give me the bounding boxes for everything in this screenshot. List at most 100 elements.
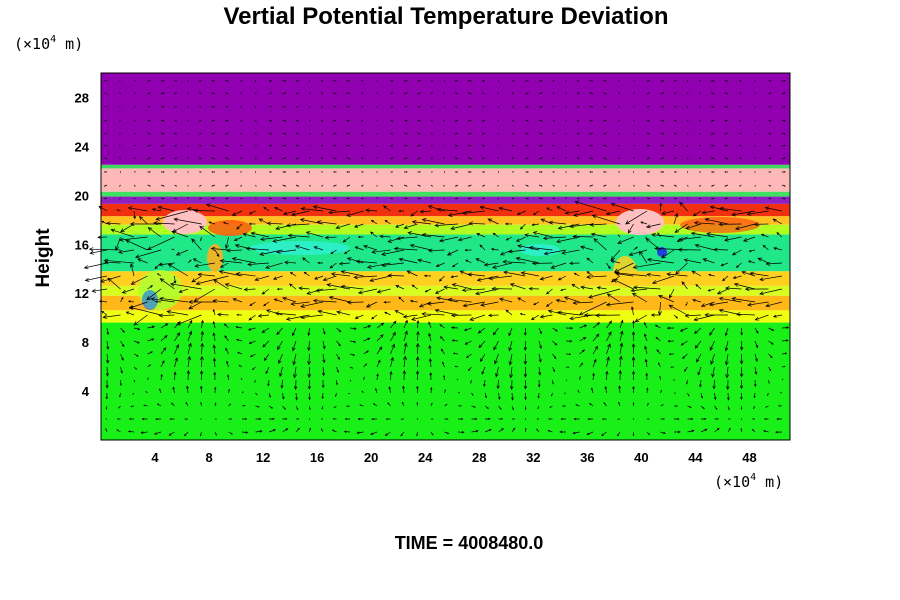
- velocity-vector: [282, 184, 287, 187]
- velocity-vector: [454, 119, 459, 122]
- velocity-vector: [491, 286, 513, 291]
- velocity-vector: [478, 340, 486, 349]
- velocity-vector: [199, 370, 204, 381]
- velocity-vector: [195, 275, 229, 286]
- velocity-vector: [159, 278, 175, 290]
- velocity-vector: [443, 132, 445, 135]
- velocity-vector: [464, 248, 472, 252]
- velocity-vector: [646, 80, 651, 82]
- velocity-vector: [483, 379, 486, 387]
- velocity-vector: [605, 210, 621, 216]
- velocity-vector: [643, 333, 648, 342]
- velocity-vector: [430, 386, 433, 394]
- velocity-vector: [605, 301, 634, 307]
- velocity-vector: [427, 248, 445, 253]
- velocity-vector: [464, 340, 472, 345]
- velocity-vector: [255, 405, 260, 408]
- velocity-vector: [562, 405, 567, 407]
- velocity-vector: [282, 92, 287, 95]
- velocity-vector: [103, 119, 108, 122]
- velocity-vector: [211, 105, 216, 108]
- velocity-vector: [430, 431, 434, 436]
- velocity-vector: [687, 392, 690, 397]
- velocity-vector: [768, 106, 772, 108]
- cold-spot: [142, 290, 158, 310]
- velocity-vector: [116, 418, 121, 420]
- velocity-vector: [103, 197, 108, 200]
- velocity-vector: [160, 184, 165, 187]
- velocity-vector: [228, 403, 232, 407]
- velocity-vector: [213, 279, 229, 290]
- velocity-vector: [119, 236, 148, 242]
- velocity-vector: [753, 392, 756, 399]
- velocity-vector: [492, 232, 499, 238]
- velocity-vector: [687, 417, 694, 421]
- velocity-vector: [443, 184, 445, 187]
- velocity-vector: [160, 144, 165, 147]
- velocity-vector: [604, 385, 608, 394]
- velocity-vector: [321, 119, 324, 122]
- velocity-vector: [711, 366, 715, 378]
- x-unit-exponent: 4: [750, 472, 756, 483]
- velocity-vector: [606, 262, 611, 270]
- velocity-vector: [346, 119, 351, 122]
- velocity-vector: [646, 257, 675, 264]
- velocity-vector: [580, 245, 594, 251]
- velocity-vector: [268, 429, 277, 433]
- velocity-vector: [538, 184, 543, 187]
- velocity-vector: [336, 340, 341, 347]
- velocity-vector: [708, 301, 729, 307]
- velocity-vector: [174, 119, 178, 122]
- velocity-vector: [538, 119, 543, 122]
- velocity-vector: [700, 301, 715, 308]
- velocity-vector: [539, 275, 553, 281]
- velocity-vector: [211, 171, 216, 173]
- velocity-vector: [307, 340, 311, 352]
- warm-patch: [163, 210, 207, 234]
- velocity-vector: [415, 356, 420, 368]
- velocity-vector: [619, 330, 624, 342]
- velocity-vector: [312, 205, 337, 212]
- velocity-vector: [645, 223, 661, 229]
- velocity-vector: [739, 119, 742, 122]
- velocity-vector: [212, 357, 217, 368]
- velocity-vector: [346, 105, 351, 108]
- velocity-vector: [394, 310, 405, 316]
- velocity-vector: [309, 92, 311, 95]
- velocity-vector: [450, 223, 472, 231]
- velocity-vector: [720, 262, 729, 267]
- velocity-vector: [687, 132, 689, 135]
- velocity-vector: [429, 372, 433, 381]
- x-tick-label: 8: [205, 450, 212, 465]
- velocity-vector: [454, 171, 459, 173]
- vector-dot: [308, 171, 311, 173]
- velocity-vector: [443, 157, 445, 160]
- velocity-vector: [660, 144, 665, 147]
- velocity-vector: [552, 132, 555, 135]
- velocity-vector: [390, 106, 394, 108]
- velocity-vector: [403, 119, 408, 122]
- velocity-vector: [461, 287, 486, 293]
- velocity-vector: [610, 259, 621, 264]
- velocity-vector: [538, 92, 543, 95]
- vector-dot: [376, 171, 378, 173]
- velocity-vector: [547, 429, 553, 433]
- velocity-vector: [552, 106, 556, 108]
- velocity-vector: [633, 119, 635, 122]
- velocity-vector: [545, 288, 553, 295]
- velocity-vector: [173, 217, 202, 225]
- velocity-vector: [218, 270, 243, 277]
- velocity-vector: [160, 334, 168, 342]
- velocity-vector: [698, 171, 702, 173]
- velocity-vector: [477, 327, 486, 334]
- velocity-vector: [776, 232, 783, 238]
- velocity-vector: [552, 197, 556, 200]
- velocity-vector: [724, 132, 729, 135]
- velocity-vector: [284, 260, 297, 265]
- velocity-vector: [335, 223, 351, 230]
- velocity-vector: [724, 327, 729, 337]
- vector-dot: [376, 145, 378, 147]
- velocity-vector: [376, 359, 381, 368]
- velocity-vector: [739, 157, 742, 160]
- velocity-vector: [279, 366, 283, 378]
